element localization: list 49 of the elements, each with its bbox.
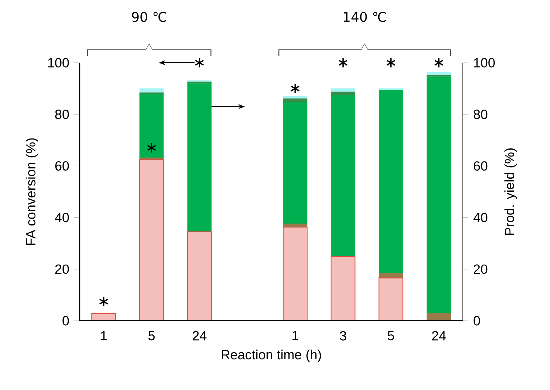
bar: [378, 278, 404, 322]
bar: [188, 84, 212, 232]
bar: [283, 226, 308, 322]
x-tick-label: 5: [148, 331, 155, 341]
x-tick-label: 3: [340, 331, 346, 341]
bar: [379, 273, 404, 278]
y-tick-label: 0: [62, 316, 70, 326]
y-tick-label: 100: [48, 58, 70, 68]
point: [147, 142, 157, 154]
y-tick-label: 80: [55, 110, 70, 120]
point: [434, 58, 444, 68]
text: 140 ℃: [344, 12, 386, 22]
y2-axis-title: Prod. yield (%): [504, 148, 518, 236]
point: [290, 83, 300, 94]
bar: [283, 96, 308, 99]
y2-tick-label: 20: [474, 264, 488, 274]
y2-tick-label: 60: [474, 162, 488, 171]
x-tick-label: 1: [292, 331, 298, 340]
bar: [283, 102, 308, 224]
y2-tick-label: 0: [474, 316, 480, 326]
y-tick-label: 40: [55, 213, 70, 222]
bar: [379, 90, 404, 274]
x-tick-label: 24: [432, 331, 446, 341]
bar: [187, 232, 212, 322]
point: [338, 58, 348, 68]
y2-tick-label: 40: [474, 213, 488, 222]
point: [386, 58, 396, 68]
bar: [426, 72, 452, 76]
x-tick-label: 1: [101, 331, 107, 340]
y-tick-label: 60: [56, 162, 70, 171]
x-tick-label: 24: [192, 331, 207, 341]
bar: [426, 76, 452, 314]
bar: [331, 88, 356, 92]
y-tick-label: 20: [56, 264, 70, 274]
x-axis-title: Reaction time (h): [222, 350, 322, 362]
bar: [283, 224, 308, 228]
bar: [139, 160, 164, 322]
x-tick-label: 5: [388, 331, 394, 341]
bar: [140, 88, 164, 94]
text: 90 ℃: [132, 12, 167, 22]
point: [99, 296, 109, 308]
y2-tick-label: 80: [474, 110, 488, 120]
y-axis-title: FA conversion (%): [26, 138, 38, 246]
y2-tick-label: 100: [474, 58, 495, 68]
bar: [283, 98, 308, 102]
bar: [331, 95, 356, 257]
bar: [426, 313, 452, 322]
bar: [140, 94, 164, 158]
bar: [330, 256, 356, 322]
